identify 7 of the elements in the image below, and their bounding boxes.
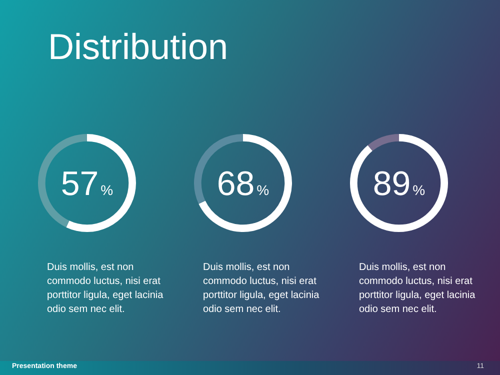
text: Duis mollis, est non commodo luctus, nisi erat porttitor ligula, eget lacinia odio sem nec elit. bbox=[47, 261, 164, 317]
chart-title: Distribution bbox=[48, 26, 228, 68]
data-label: 57% bbox=[60, 165, 114, 203]
text: Duis mollis, est non commodo luctus, nisi erat porttitor ligula, eget lacinia odio sem nec elit. bbox=[359, 261, 476, 317]
data-label: 68% bbox=[216, 165, 270, 203]
data-label: 89% bbox=[372, 165, 426, 203]
text: Duis mollis, est non commodo luctus, nisi erat porttitor ligula, eget lacinia odio sem nec elit. bbox=[203, 261, 320, 317]
